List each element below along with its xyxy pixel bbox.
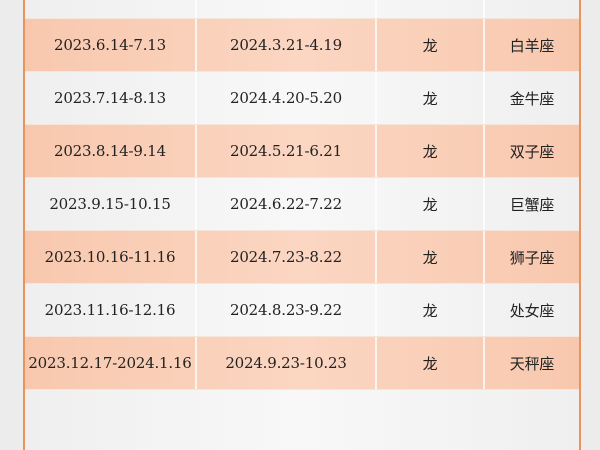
table-empty-row xyxy=(25,390,579,450)
table-row: 2023.10.16-11.16 2024.7.23-8.22 龙 狮子座 xyxy=(25,231,579,284)
zodiac-animal-cell: 龙 xyxy=(377,284,485,336)
table-row: 2023.6.14-7.13 2024.3.21-4.19 龙 白羊座 xyxy=(25,19,579,72)
zodiac-animal-cell: 龙 xyxy=(377,125,485,177)
zodiac-animal-cell: 龙 xyxy=(377,231,485,283)
star-sign-cell: 巨蟹座 xyxy=(509,195,555,214)
star-sign-cell: 金牛座 xyxy=(509,89,555,108)
star-sign-cell: 处女座 xyxy=(509,301,555,320)
table-row: 2023.11.16-12.16 2024.8.23-9.22 龙 处女座 xyxy=(25,284,579,337)
star-sign-cell: 天秤座 xyxy=(509,354,555,373)
solar-date-cell: 2024.3.21-4.19 xyxy=(197,19,377,71)
lunar-date-cell: 2023.10.16-11.16 xyxy=(25,231,197,283)
table-row: 2023.12.17-2024.1.16 2024.9.23-10.23 龙 天秤座 xyxy=(25,337,579,390)
solar-date-cell: 2024.5.21-6.21 xyxy=(197,125,377,177)
lunar-date-cell: 2023.11.16-12.16 xyxy=(25,284,197,336)
lunar-date-cell: 2023.7.14-8.13 xyxy=(25,72,197,124)
lunar-date-cell: 2023.6.14-7.13 xyxy=(25,19,197,71)
solar-date-cell: 2024.2.19-3.20 xyxy=(197,0,377,18)
star-sign-cell: 白羊座 xyxy=(509,36,555,55)
solar-date-cell: 2024.6.22-7.22 xyxy=(197,178,377,230)
zodiac-animal-cell: 龙 xyxy=(377,0,485,18)
star-sign-cell: 狮子座 xyxy=(509,248,555,267)
table-row: 2023.7.14-8.13 2024.4.20-5.20 龙 金牛座 xyxy=(25,72,579,125)
lunar-date-cell: 2023.12.17-2024.1.16 xyxy=(25,337,197,389)
solar-date-cell: 2024.4.20-5.20 xyxy=(197,72,377,124)
zodiac-animal-cell: 龙 xyxy=(377,19,485,71)
solar-date-cell: 2024.8.23-9.22 xyxy=(197,284,377,336)
zodiac-animal-cell: 龙 xyxy=(377,337,485,389)
solar-date-cell: 2024.7.23-8.22 xyxy=(197,231,377,283)
star-sign-cell: 双子座 xyxy=(509,142,555,161)
lunar-date-cell: 2023.5.15-6.13 xyxy=(25,0,197,18)
lunar-date-cell: 2023.9.15-10.15 xyxy=(25,178,197,230)
table-row: 2023.8.14-9.14 2024.5.21-6.21 龙 双子座 xyxy=(25,125,579,178)
zodiac-animal-cell: 龙 xyxy=(377,178,485,230)
solar-date-cell: 2024.9.23-10.23 xyxy=(197,337,377,389)
table-row: 2023.9.15-10.15 2024.6.22-7.22 龙 巨蟹座 xyxy=(25,178,579,231)
star-sign-cell: 双鱼座 xyxy=(485,0,579,18)
zodiac-table: 2023.5.15-6.132024.2.19-3.20龙双鱼座2023.6.1… xyxy=(23,0,581,450)
lunar-date-cell: 2023.8.14-9.14 xyxy=(25,125,197,177)
zodiac-animal-cell: 龙 xyxy=(377,72,485,124)
